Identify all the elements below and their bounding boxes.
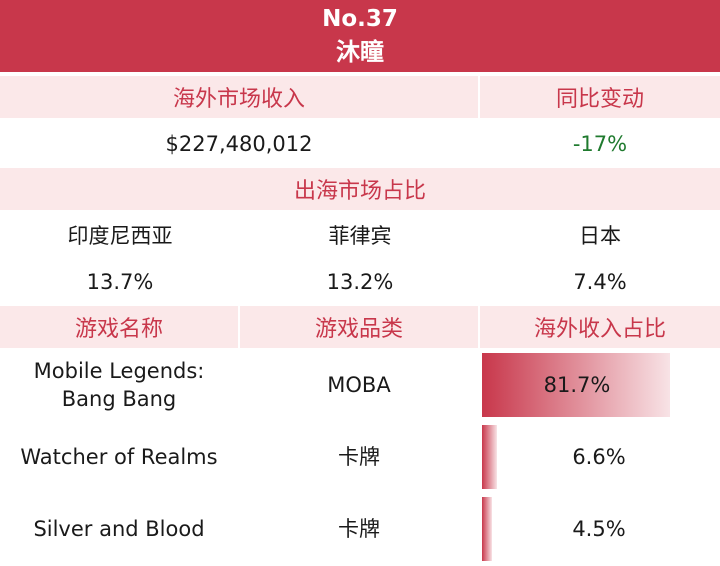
share-value: 6.6% bbox=[572, 445, 626, 469]
game-name: Silver and Blood bbox=[0, 496, 238, 562]
markets-header-band: 出海市场占比 bbox=[0, 168, 720, 210]
share-bar bbox=[482, 353, 670, 417]
column-divider bbox=[478, 306, 480, 348]
game-name-line: Bang Bang bbox=[61, 387, 177, 411]
market-name: 印度尼西亚 bbox=[67, 224, 173, 248]
column-divider bbox=[238, 306, 240, 348]
game-genre: 卡牌 bbox=[338, 445, 380, 469]
yoy-header: 同比变动 bbox=[555, 87, 644, 112]
share-value: 4.5% bbox=[572, 517, 626, 541]
market-name: 菲律宾 bbox=[328, 224, 392, 248]
game-name-line: Watcher of Realms bbox=[20, 445, 218, 469]
markets-header: 出海市场占比 bbox=[293, 179, 426, 204]
market-share: 13.2% bbox=[326, 270, 394, 294]
revenue-header-band: 海外市场收入 同比变动 bbox=[0, 76, 720, 118]
game-name-line: Silver and Blood bbox=[33, 517, 205, 541]
revenue-header: 海外市场收入 bbox=[172, 87, 305, 112]
share-value: 81.7% bbox=[543, 373, 611, 397]
game-name: Mobile Legends: Bang Bang bbox=[0, 352, 238, 418]
share-bar bbox=[482, 497, 492, 561]
rank-label: No.37 bbox=[322, 6, 398, 32]
game-share-header: 海外收入占比 bbox=[533, 317, 666, 342]
market-name: 日本 bbox=[579, 224, 621, 248]
company-name: 沐瞳 bbox=[336, 38, 384, 66]
market-share: 7.4% bbox=[573, 270, 627, 294]
game-genre-header: 游戏品类 bbox=[314, 317, 403, 342]
game-name-line: Mobile Legends: bbox=[33, 359, 205, 383]
card-header: No.37 沐瞳 bbox=[0, 0, 720, 72]
game-genre: 卡牌 bbox=[338, 517, 380, 541]
game-name: Watcher of Realms bbox=[0, 424, 238, 490]
game-name-header: 游戏名称 bbox=[74, 317, 163, 342]
market-share: 13.7% bbox=[86, 270, 154, 294]
games-header-band: 游戏名称 游戏品类 海外收入占比 bbox=[0, 306, 720, 348]
game-genre: MOBA bbox=[327, 373, 391, 397]
share-bar bbox=[482, 425, 497, 489]
yoy-value: -17% bbox=[572, 132, 628, 156]
column-divider bbox=[478, 76, 480, 118]
revenue-value: $227,480,012 bbox=[165, 132, 313, 156]
